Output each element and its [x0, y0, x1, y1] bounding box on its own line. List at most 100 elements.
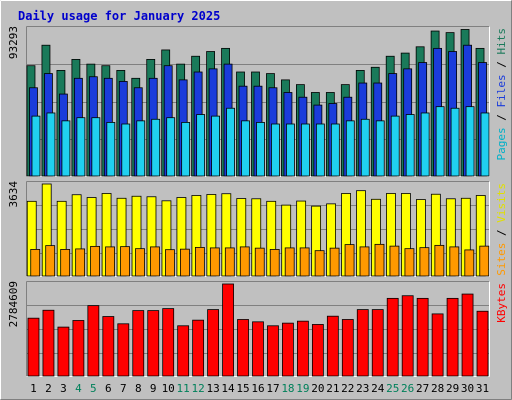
middle-sites-bar: [135, 248, 145, 277]
day-label: 1: [30, 382, 37, 395]
middle-sites-bar: [224, 247, 235, 277]
legend-kbytes: KBytes: [495, 283, 508, 323]
top-pages-bar: [211, 115, 221, 177]
day-label: 17: [266, 382, 279, 395]
middle-sites-bar: [194, 246, 205, 277]
top-panel-bars: [26, 29, 490, 177]
day-label: 21: [326, 382, 339, 395]
day-label: 5: [90, 382, 97, 395]
top-pages-bar: [330, 123, 340, 177]
top-pages-bar: [360, 118, 370, 177]
bottom-kbytes-bar: [386, 297, 399, 377]
bottom-kbytes-bar: [311, 324, 324, 377]
bottom-kbytes-bar: [446, 297, 459, 377]
middle-sites-bar: [389, 245, 400, 277]
middle-legend-text: Sites / Visits: [495, 183, 508, 276]
bottom-kbytes-bar: [401, 295, 414, 377]
top-pages-bar: [226, 107, 235, 177]
top-pages-bar: [136, 120, 146, 177]
top-pages-bar: [375, 120, 385, 177]
bottom-panel-max-label: 2784609: [7, 281, 20, 327]
day-label: 9: [150, 382, 157, 395]
top-pages-bar: [151, 118, 161, 177]
top-pages-bar: [46, 112, 56, 177]
top-pages-bar: [61, 120, 71, 177]
bottom-kbytes-bar: [282, 322, 294, 377]
day-label: 30: [461, 382, 474, 395]
day-label: 19: [296, 382, 309, 395]
bottom-kbytes-bar: [117, 323, 130, 377]
bottom-kbytes-bar: [222, 283, 234, 377]
day-label: 29: [446, 382, 459, 395]
middle-sites-bar: [120, 246, 130, 277]
bottom-kbytes-bar: [476, 310, 489, 377]
bottom-kbytes-bar: [252, 321, 264, 377]
top-pages-bar: [181, 122, 191, 177]
bottom-kbytes-bar: [42, 309, 55, 377]
bottom-kbytes-bar: [207, 309, 220, 377]
bottom-kbytes-bar: [132, 310, 145, 377]
day-label: 20: [311, 382, 324, 395]
middle-sites-bar: [449, 246, 460, 277]
middle-sites-bar: [180, 248, 190, 277]
bottom-kbytes-bar: [356, 309, 369, 377]
day-label: 25: [386, 382, 399, 395]
middle-panel-legend: Sites / Visits: [495, 183, 508, 276]
bottom-kbytes-bar: [102, 316, 115, 377]
top-panel-legend: Pages / Files / Hits: [495, 28, 508, 161]
middle-sites-bar: [404, 248, 415, 277]
middle-sites-bar: [359, 246, 370, 277]
legend-pages: Pages: [495, 127, 508, 160]
day-label: 3: [60, 382, 67, 395]
bottom-panel-legend: KBytes: [495, 283, 508, 323]
middle-sites-bar: [299, 247, 310, 277]
chart-title: Daily usage for January 2025: [18, 9, 220, 23]
middle-sites-bar: [30, 249, 41, 277]
day-label: 14: [221, 382, 235, 395]
bottom-kbytes-bar: [431, 313, 444, 377]
top-pages-bar: [345, 120, 355, 177]
bottom-kbytes-bar: [237, 319, 249, 377]
legend-sites: Sites: [495, 243, 508, 276]
middle-sites-bar: [150, 246, 160, 277]
day-label: 31: [476, 382, 489, 395]
middle-sites-bar: [60, 249, 71, 277]
day-label: 28: [431, 382, 444, 395]
middle-sites-bar: [75, 248, 86, 277]
middle-sites-bar: [105, 246, 115, 277]
day-label: 7: [120, 382, 127, 395]
bottom-kbytes-bar: [267, 325, 279, 377]
bottom-kbytes-bar: [87, 305, 100, 377]
middle-sites-bar: [269, 249, 280, 277]
day-axis-labels: 1 2 3 4 5 6 7 8 9 10 11 12 13 14 15 16 17 18 19 20 21 22 23 24 2…: [30, 382, 489, 395]
day-label: 15: [236, 382, 249, 395]
top-pages-bar: [91, 117, 101, 177]
top-pages-bar: [450, 107, 460, 177]
top-pages-bar: [31, 115, 41, 177]
legend-separator: /: [495, 55, 508, 75]
day-label: 2: [45, 382, 52, 395]
top-pages-bar: [241, 120, 250, 177]
middle-sites-bar: [479, 245, 490, 277]
legend-files: Files: [495, 74, 508, 107]
middle-sites-bar: [329, 247, 340, 277]
day-label: 24: [371, 382, 385, 395]
top-pages-bar: [286, 123, 295, 177]
bottom-kbytes-bar: [326, 315, 339, 377]
bottom-panel-bars: [27, 283, 489, 377]
legend-separator: /: [495, 223, 508, 243]
bottom-kbytes-bar: [416, 297, 429, 377]
top-pages-bar: [420, 112, 430, 177]
middle-sites-bar: [165, 249, 175, 277]
bottom-kbytes-bar: [461, 293, 474, 377]
top-pages-bar: [271, 123, 280, 177]
top-pages-bar: [465, 106, 475, 177]
middle-sites-bar: [239, 246, 250, 277]
middle-sites-bar: [464, 249, 475, 277]
day-label: 16: [251, 382, 264, 395]
day-label: 26: [401, 382, 414, 395]
bottom-kbytes-bar: [147, 310, 160, 377]
bottom-kbytes-bar: [72, 320, 85, 377]
top-pages-bar: [256, 122, 265, 177]
